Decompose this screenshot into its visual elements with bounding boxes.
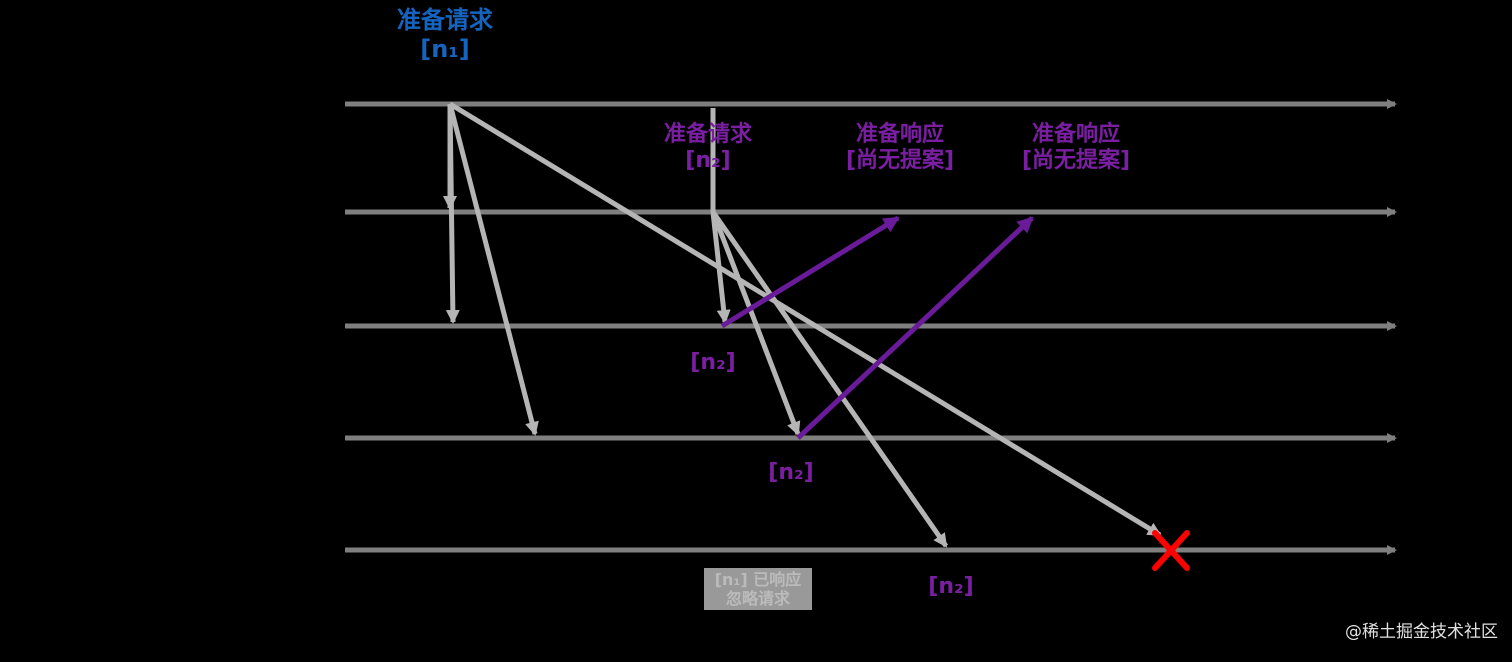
prepare-n2-messages [710,108,949,548]
label-prepare-n1-id: [n₁] [420,34,470,63]
label-prepare-n2-title: 准备请求 [663,122,752,147]
label-note-t5-line1: [n₁] 已响应 [714,570,802,589]
label-response-b-title: 准备响应 [1031,122,1120,147]
label-prepare-n2-id: [n₂] [685,148,731,174]
msg-n2-to-t4 [710,211,801,436]
msg-n1-to-t3 [445,103,460,324]
watermark: @稀土掘金技术社区 [1345,622,1498,642]
label-response-b-value: [尚无提案] [1021,148,1131,174]
msg-n2-to-t5 [710,210,949,548]
label-recv-t5: [n₂] [928,574,974,599]
label-response-a-title: 准备响应 [855,122,944,147]
label-note-t5-line2: 忽略请求 [725,589,790,609]
label-note-t5: [n₁] 已响应 忽略请求 [704,568,812,611]
fail-x-icon [1152,530,1190,571]
label-recv-t4: [n₂] [768,460,814,485]
label-prepare-n1-title: 准备请求 [397,6,493,34]
msg-n1-to-t5 [448,101,1162,538]
prepare-n1-messages [443,101,1162,538]
label-prepare-n2: 准备请求 [n₂] [640,122,776,175]
response-messages [720,215,1034,440]
label-prepare-n1: 准备请求 [n₁] [375,6,515,64]
msg-n1-to-t4 [447,103,539,436]
msg-n2-to-t3 [710,211,731,324]
label-response-a-value: [尚无提案] [845,148,955,174]
timelines [345,99,1397,555]
response-from-t3 [720,215,900,329]
label-response-a: 准备响应 [尚无提案] [822,122,978,175]
response-from-t4 [796,216,1034,440]
label-response-b: 准备响应 [尚无提案] [998,122,1154,175]
label-recv-t3: [n₂] [690,350,736,375]
